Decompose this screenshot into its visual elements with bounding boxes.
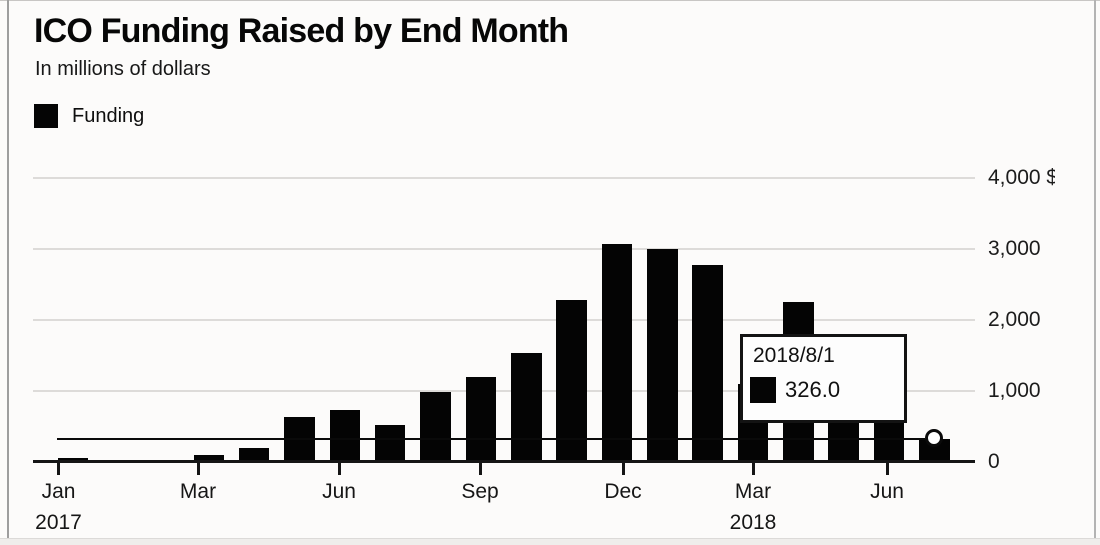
x-axis-label-dec: Dec <box>604 480 642 503</box>
highlight-marker-circle <box>925 428 944 447</box>
tooltip-date: 2018/8/1 <box>753 344 835 367</box>
y-axis-label-0: 0 <box>988 450 1000 473</box>
gridline-1000 <box>33 390 975 393</box>
gridline-3000 <box>33 248 975 251</box>
x-tick-dec <box>621 462 625 475</box>
x-tick-jun <box>885 462 889 475</box>
x-axis-line <box>33 460 975 463</box>
screen-edge-left <box>7 0 9 545</box>
bar-oct-2017[interactable] <box>465 376 497 462</box>
x-axis-label-jan-2017: Jan <box>41 480 76 503</box>
x-axis-label-sep: Sep <box>461 480 499 503</box>
screen-edge-bottom <box>0 538 1100 545</box>
x-axis-label-jun: Jun <box>870 480 904 503</box>
y-axis-unit-clipped: $ <box>1046 166 1056 190</box>
y-axis-label-1000: 1,000 <box>988 379 1041 403</box>
bar-feb-2018[interactable] <box>647 248 678 462</box>
tooltip-value-row: 326.0 <box>750 377 840 403</box>
y-axis-label-4000: 4,000 $ <box>988 166 1056 190</box>
screen-edge-top <box>0 0 1100 1</box>
y-axis-label-3000: 3,000 <box>988 237 1041 261</box>
bar-dec-2017[interactable] <box>556 300 587 462</box>
x-tick-jun <box>337 462 341 475</box>
bar-jan-2017[interactable] <box>57 457 88 462</box>
screen-edge-right <box>1094 0 1096 545</box>
bar-sep-2017[interactable] <box>420 392 451 462</box>
bar-aug-2018[interactable] <box>919 438 950 462</box>
x-axis-label-jun: Jun <box>322 480 356 503</box>
legend-swatch-icon <box>34 104 58 128</box>
year-label-2018: 2018 <box>729 511 777 534</box>
x-tick-mar-2018 <box>751 462 755 475</box>
bar-may-2017[interactable] <box>238 447 270 462</box>
x-tick-jan-2017 <box>57 462 60 475</box>
gridline-2000 <box>33 319 975 322</box>
x-axis-label-mar: Mar <box>179 480 217 503</box>
x-axis-label-mar-2018: Mar <box>734 480 772 503</box>
bar-jul-2017[interactable] <box>329 410 361 462</box>
x-tick-mar <box>196 462 200 475</box>
y-axis-label-2000: 2,000 <box>988 308 1041 332</box>
chart-title: ICO Funding Raised by End Month <box>34 12 569 50</box>
tooltip-value: 326.0 <box>785 377 841 402</box>
legend-item-funding[interactable]: Funding <box>34 104 144 128</box>
legend-label: Funding <box>72 104 145 127</box>
tooltip-series-swatch-icon <box>750 377 776 403</box>
reference-line <box>57 437 926 440</box>
chart-tooltip: 2018/8/1 326.0 <box>740 334 907 423</box>
gridline-4000 <box>33 177 975 180</box>
bar-jan-2018[interactable] <box>601 243 633 462</box>
chart-subtitle: In millions of dollars <box>35 58 211 80</box>
bar-aug-2017[interactable] <box>374 425 406 462</box>
bar-mar-2018[interactable] <box>692 265 723 462</box>
bar-nov-2017[interactable] <box>511 353 542 462</box>
year-label-2017: 2017 <box>35 511 82 534</box>
x-tick-sep <box>478 462 482 475</box>
bar-apr-2017[interactable] <box>193 455 225 462</box>
